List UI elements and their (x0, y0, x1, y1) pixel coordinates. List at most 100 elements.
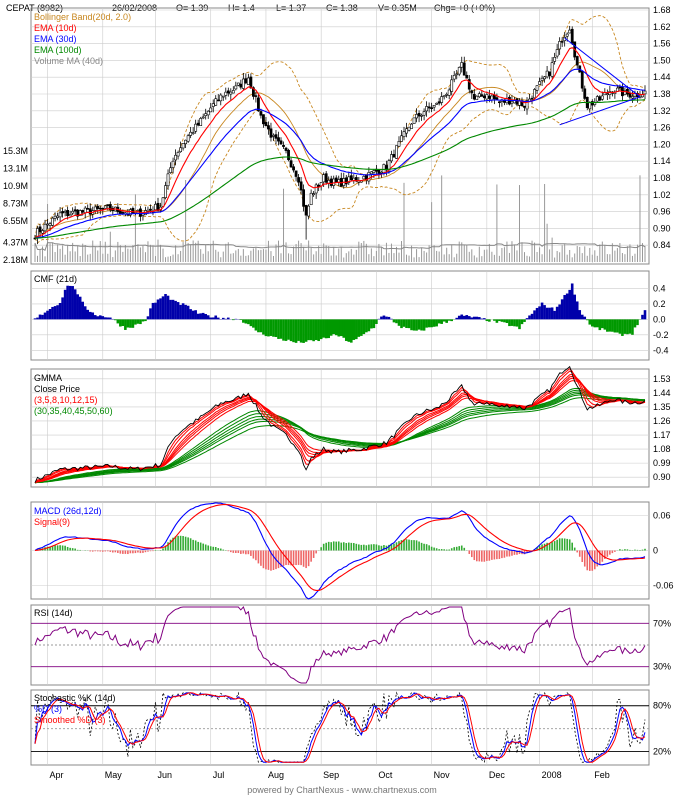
candle-body (101, 207, 105, 210)
candle-body (550, 62, 554, 77)
stochastic-k-line (34, 691, 646, 763)
candle-body (347, 176, 351, 183)
candle-body (598, 96, 602, 101)
cmf-tick-label: 0.2 (653, 299, 666, 309)
candle-body (533, 89, 536, 99)
candle-body (244, 78, 248, 84)
candle-body (83, 207, 87, 213)
candle-body (565, 33, 569, 37)
candle-body (201, 116, 205, 119)
candle-body (472, 94, 476, 100)
candle-body (131, 208, 135, 214)
candle-body (485, 94, 489, 100)
month-tick-label: Feb (594, 770, 610, 780)
candle-body (482, 95, 486, 99)
smoothed-d-line (34, 692, 646, 763)
candle-body (73, 209, 77, 212)
candle-body (570, 28, 574, 44)
candle-body (470, 90, 474, 94)
price-tick-label: 1.44 (653, 72, 671, 82)
gmma-short-line (34, 368, 646, 484)
legend-bollinger: Bollinger Band(20d, 2.0) (34, 12, 131, 22)
candle-body (452, 74, 456, 80)
candle-body (555, 49, 559, 57)
candle-body (287, 149, 290, 161)
price-tick-label: 1.32 (653, 106, 671, 116)
candle-body (400, 135, 403, 142)
candle-body (390, 154, 393, 162)
footer-credit: powered by ChartNexus - www.chartnexus.c… (247, 785, 437, 795)
candle-body (236, 82, 240, 86)
month-tick-label: Aug (268, 770, 284, 780)
signal-line (34, 504, 646, 591)
candle-body (156, 202, 160, 211)
candle-body (81, 210, 85, 213)
candle-body (450, 79, 454, 92)
rsi-tick-label: 30% (653, 662, 671, 672)
candle-body (216, 99, 220, 102)
candle-body (362, 176, 366, 180)
macd-tick-label: -0.06 (653, 580, 674, 590)
gmma-tick-label: 1.35 (653, 402, 671, 412)
price-tick-label: 1.38 (653, 89, 671, 99)
candle-body (211, 103, 215, 107)
legend-signal: Signal(9) (34, 517, 70, 527)
candle-body (292, 166, 295, 171)
candle-body (41, 230, 44, 234)
candle-body (314, 184, 318, 194)
candle-body (76, 209, 80, 217)
candle-body (297, 177, 300, 183)
gmma-tick-label: 1.17 (653, 430, 671, 440)
volume-tick-label: 2.18M (3, 255, 28, 265)
candle-body (229, 91, 233, 95)
price-tick-label: 1.14 (653, 156, 671, 166)
candle-body (515, 98, 519, 105)
volume-tick-label: 10.9M (3, 181, 28, 191)
candle-body (540, 77, 544, 81)
candle-body (214, 98, 218, 106)
candle-body (88, 208, 92, 215)
legend-close-price: Close Price (34, 384, 80, 394)
candle-body (279, 140, 283, 145)
candle-body (154, 203, 157, 211)
ema10-line (34, 47, 646, 239)
candle-body (467, 79, 471, 90)
gmma-tick-label: 1.26 (653, 416, 671, 426)
legend-macd: MACD (26d,12d) (34, 506, 102, 516)
candle-body (415, 114, 418, 119)
candle-body (538, 81, 541, 85)
volume-tick-label: 13.1M (3, 164, 28, 174)
candle-body (251, 87, 255, 97)
cmf-tick-label: 0.4 (653, 283, 666, 293)
price-tick-label: 1.02 (653, 190, 671, 200)
candle-body (189, 131, 193, 136)
candle-body (176, 152, 180, 157)
month-tick-label: 2008 (542, 770, 562, 780)
gmma-tick-label: 0.90 (653, 472, 671, 482)
candle-body (405, 128, 408, 134)
macd-tick-label: 0 (653, 546, 658, 556)
candle-body (267, 125, 270, 130)
candle-body (568, 29, 572, 34)
candle-body (241, 78, 245, 89)
candle-body (324, 173, 328, 183)
candle-body (121, 212, 125, 214)
candle-body (277, 137, 280, 142)
gmma-long-line (34, 389, 645, 484)
candle-body (447, 89, 451, 96)
candle-body (309, 192, 313, 206)
candle-body (181, 143, 185, 149)
candle-body (58, 212, 62, 218)
gmma-tick-label: 1.53 (653, 374, 671, 384)
candle-body (231, 90, 235, 94)
candle-body (312, 193, 316, 196)
price-tick-label: 1.26 (653, 123, 671, 133)
candle-body (51, 217, 54, 226)
candle-body (264, 122, 268, 127)
candle-body (618, 86, 622, 89)
rsi-tick-label: 70% (653, 618, 671, 628)
candle-body (631, 96, 634, 99)
candle-body (435, 102, 439, 105)
bollinger-upper (34, 15, 646, 239)
candle-body (219, 94, 223, 102)
